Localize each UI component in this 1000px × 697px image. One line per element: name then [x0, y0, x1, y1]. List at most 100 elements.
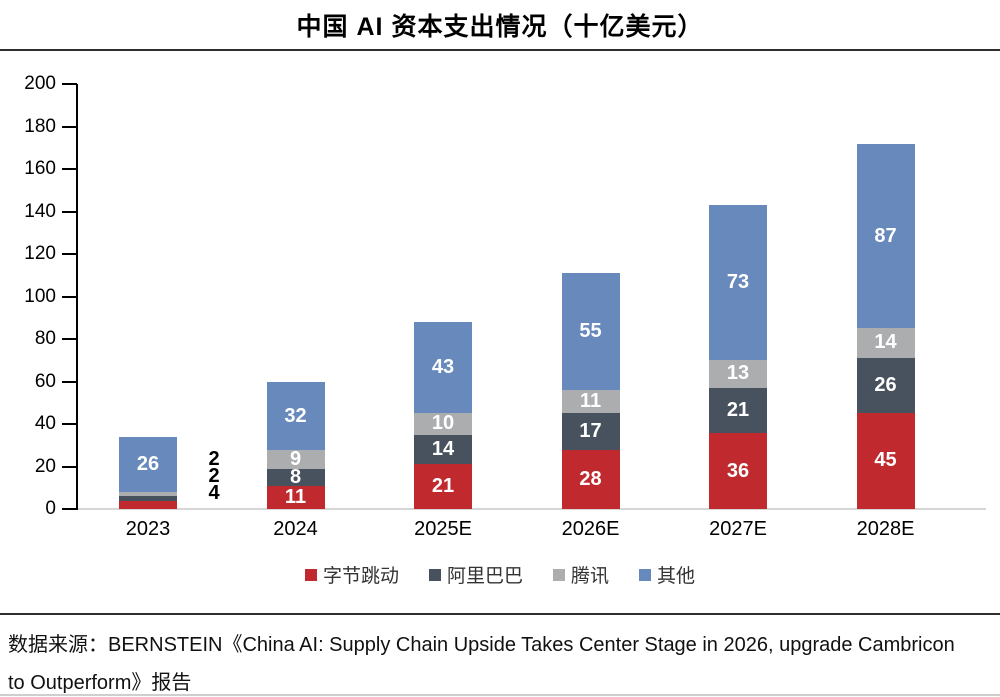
bar-value-label-腾讯-2028E: 14	[874, 331, 897, 354]
y-axis-label-60: 60	[34, 370, 56, 392]
y-axis-tick-180	[62, 125, 77, 128]
chart-title: 中国 AI 资本支出情况（十亿美元）	[296, 13, 704, 41]
bar-segment-其他-2026E: 55	[561, 273, 620, 390]
bar-value-label-其他-2023: 26	[136, 452, 160, 475]
bar-value-label-其他-2025E: 43	[431, 356, 455, 378]
bar-value-label-其他-2026E: 55	[579, 320, 602, 343]
legend-label-阿里巴巴: 阿里巴巴	[446, 566, 523, 587]
legend-item-字节跳动: 字节跳动	[304, 561, 399, 588]
bar-value-label-字节跳动-2025E: 21	[431, 475, 455, 498]
y-axis-label-100: 100	[24, 285, 56, 307]
legend: 字节跳动 阿里巴巴 腾讯 其他	[0, 561, 1000, 588]
bar-value-label-腾讯-2027E: 13	[726, 362, 750, 385]
bar-value-label-阿里巴巴-2024: 8	[289, 465, 302, 488]
bar-segment-字节跳动-2025E: 21	[414, 464, 472, 509]
bar-segment-腾讯-2025E: 10	[414, 412, 472, 435]
bar-segment-阿里巴巴-2028E: 26	[856, 358, 915, 414]
x-axis-label-2024: 2024	[273, 518, 318, 540]
bar-segment-阿里巴巴-2023	[119, 496, 177, 501]
y-axis-tick-80	[62, 338, 77, 340]
legend-swatch-腾讯	[553, 568, 565, 581]
x-axis-label-2028E: 2028E	[856, 518, 915, 540]
y-axis-label-120: 120	[24, 243, 56, 264]
bar-value-label-字节跳动-2027E: 36	[726, 459, 750, 482]
annotation-value-2: 4	[208, 482, 220, 504]
bar-segment-腾讯-2027E: 13	[709, 360, 767, 388]
bar-value-label-字节跳动-2024: 11	[284, 485, 307, 508]
bar-segment-阿里巴巴-2027E: 21	[709, 387, 767, 433]
bar-segment-腾讯-2028E: 14	[856, 328, 915, 359]
bar-segment-其他-2028E: 87	[856, 143, 915, 329]
bar-segment-字节跳动-2028E: 45	[856, 413, 915, 509]
legend-swatch-阿里巴巴	[428, 568, 441, 581]
legend-item-阿里巴巴: 阿里巴巴	[428, 561, 523, 588]
bar-segment-字节跳动-2027E: 36	[709, 432, 767, 509]
data-source-line-1: 数据来源：BERNSTEIN《China AI: Supply Chain Up…	[8, 634, 955, 656]
legend-swatch-其他	[639, 568, 652, 581]
y-axis-label-0: 0	[45, 498, 56, 519]
y-axis-tick-0	[62, 508, 77, 510]
bar-value-label-阿里巴巴-2026E: 17	[579, 420, 602, 443]
y-axis-label-160: 160	[24, 158, 56, 179]
y-axis-tick-140	[62, 210, 77, 213]
annotation-value-1: 2	[208, 465, 220, 487]
bar-segment-字节跳动-2023	[119, 500, 177, 509]
bar-segment-阿里巴巴-2025E: 14	[414, 434, 472, 465]
legend-item-腾讯: 腾讯	[553, 561, 609, 588]
legend-label-其他: 其他	[657, 566, 696, 587]
x-axis-label-2025E: 2025E	[414, 518, 472, 540]
legend-label-腾讯: 腾讯	[571, 566, 610, 587]
bar-value-label-字节跳动-2028E: 45	[874, 449, 897, 472]
bar-segment-腾讯-2023	[119, 492, 177, 497]
data-source-note: 数据来源：BERNSTEIN《China AI: Supply Chain Up…	[8, 626, 996, 697]
y-axis-tick-40	[62, 423, 77, 425]
bottom-edge-line	[0, 694, 1000, 696]
legend-swatch-字节跳动	[304, 568, 317, 581]
bar-value-label-其他-2027E: 73	[726, 271, 750, 294]
bar-segment-腾讯-2026E: 11	[561, 390, 620, 414]
y-axis-label-180: 180	[24, 115, 56, 137]
bar-segment-其他-2023: 26	[119, 436, 177, 492]
y-axis-line	[76, 84, 78, 510]
bar-segment-字节跳动-2026E: 28	[561, 449, 620, 509]
y-axis-tick-160	[62, 168, 77, 170]
bar-segment-其他-2027E: 73	[709, 205, 767, 361]
y-axis-label-80: 80	[34, 328, 56, 349]
bar-value-label-阿里巴巴-2027E: 21	[726, 398, 750, 421]
annotation-value-0: 2	[208, 448, 220, 470]
y-axis-label-40: 40	[34, 413, 56, 434]
bar-segment-阿里巴巴-2024: 8	[266, 465, 325, 488]
y-axis-tick-100	[62, 295, 77, 298]
y-axis-label-140: 140	[24, 200, 56, 222]
data-source-line-2: to Outperform》报告	[8, 672, 192, 694]
bar-value-label-阿里巴巴-2025E: 14	[431, 437, 455, 460]
bar-value-label-腾讯-2024: 9	[289, 447, 302, 470]
y-axis-tick-20	[62, 465, 77, 468]
bar-segment-字节跳动-2024: 11	[266, 485, 325, 509]
bar-value-label-字节跳动-2026E: 28	[579, 467, 602, 490]
y-axis-label-20: 20	[34, 455, 56, 477]
bar-value-label-其他-2028E: 87	[874, 224, 897, 247]
x-axis-baseline	[78, 508, 986, 510]
bar-value-label-其他-2024: 32	[284, 404, 307, 427]
y-axis-label-200: 200	[24, 73, 56, 94]
bar-segment-腾讯-2024: 9	[266, 447, 325, 470]
x-axis-label-2023: 2023	[125, 518, 171, 540]
bar-segment-其他-2025E: 43	[414, 322, 472, 414]
y-axis-tick-60	[62, 380, 77, 383]
bar-value-label-阿里巴巴-2028E: 26	[874, 374, 897, 397]
legend-item-其他: 其他	[639, 561, 695, 588]
bar-segment-阿里巴巴-2026E: 17	[561, 413, 620, 450]
bar-value-label-腾讯-2026E: 11	[579, 390, 602, 412]
y-axis-tick-120	[62, 253, 77, 255]
bar-value-label-腾讯-2025E: 10	[431, 412, 455, 435]
x-axis-label-2026E: 2026E	[561, 518, 620, 540]
y-axis-tick-200	[62, 83, 77, 85]
bar-segment-其他-2024: 32	[266, 381, 325, 450]
title-divider-line	[0, 49, 1000, 51]
x-axis-label-2027E: 2027E	[709, 518, 767, 540]
legend-label-字节跳动: 字节跳动	[322, 566, 399, 587]
